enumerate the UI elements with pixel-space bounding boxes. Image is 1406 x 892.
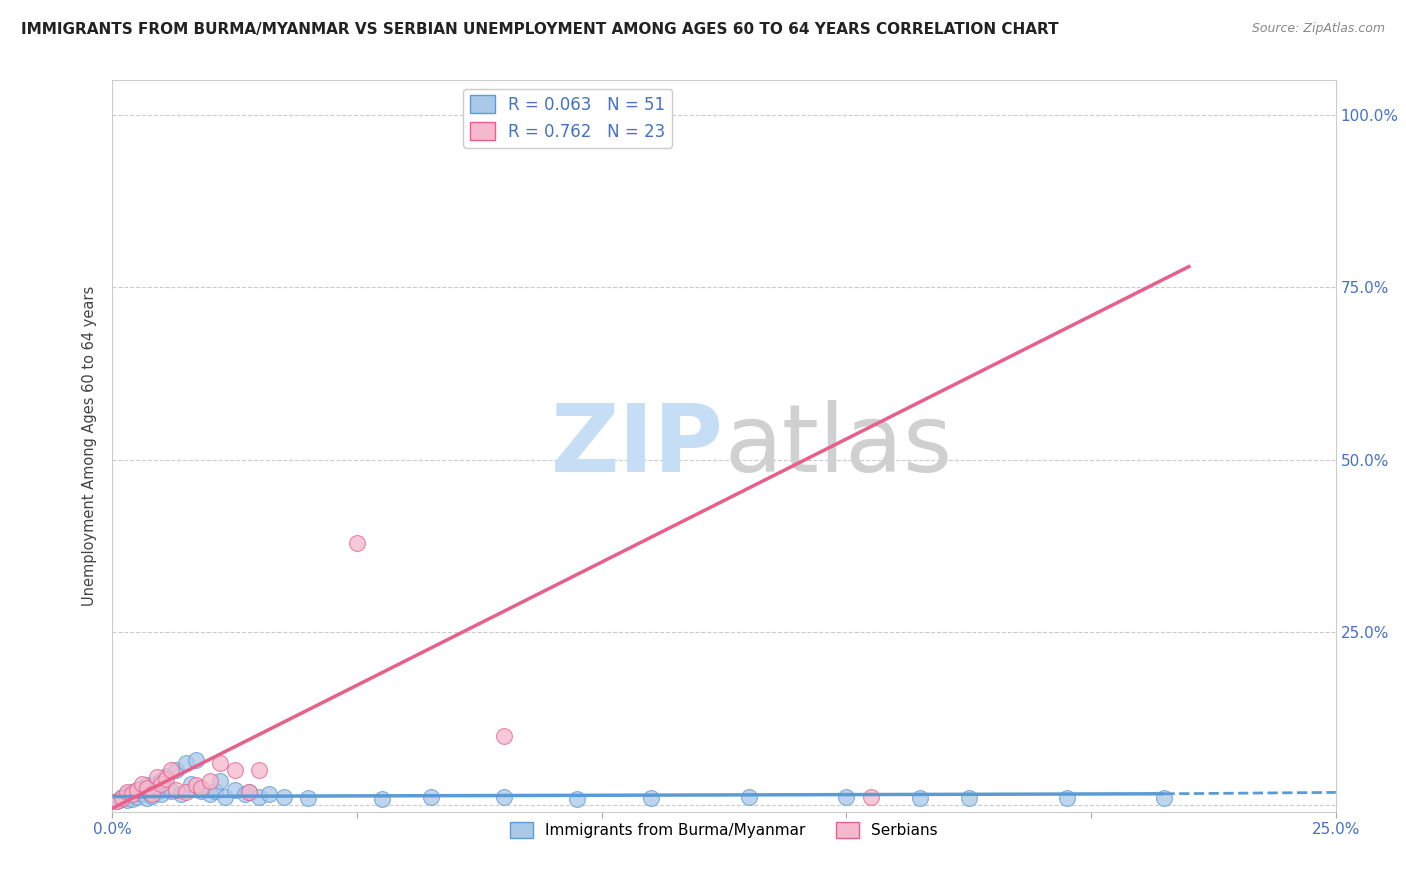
Point	[165, 764, 187, 778]
Point	[200, 773, 222, 788]
Point	[224, 764, 246, 778]
Point	[184, 779, 207, 793]
Point	[115, 785, 138, 799]
Point	[145, 780, 167, 794]
Point	[105, 794, 128, 808]
Point	[835, 789, 858, 804]
Point	[247, 764, 270, 778]
Point	[121, 785, 143, 799]
Y-axis label: Unemployment Among Ages 60 to 64 years: Unemployment Among Ages 60 to 64 years	[82, 285, 97, 607]
Point	[174, 785, 197, 799]
Point	[859, 789, 882, 804]
Point	[111, 789, 134, 804]
Point	[204, 784, 226, 798]
Point	[105, 794, 128, 808]
Point	[111, 791, 134, 805]
Point	[184, 753, 207, 767]
Point	[131, 777, 153, 791]
Text: ZIP: ZIP	[551, 400, 724, 492]
Point	[908, 791, 931, 805]
Point	[170, 788, 193, 802]
Point	[125, 789, 148, 804]
Point	[160, 784, 183, 798]
Point	[737, 789, 759, 804]
Point	[419, 789, 441, 804]
Point	[125, 782, 148, 797]
Point	[238, 785, 260, 799]
Point	[121, 788, 143, 802]
Point	[190, 784, 212, 798]
Legend: Immigrants from Burma/Myanmar, Serbians: Immigrants from Burma/Myanmar, Serbians	[505, 815, 943, 845]
Point	[150, 788, 173, 802]
Point	[209, 773, 232, 788]
Point	[1153, 791, 1175, 805]
Point	[1056, 791, 1078, 805]
Point	[190, 780, 212, 795]
Point	[155, 772, 177, 786]
Point	[121, 791, 143, 805]
Point	[115, 788, 138, 802]
Point	[115, 793, 138, 807]
Point	[135, 779, 157, 793]
Text: IMMIGRANTS FROM BURMA/MYANMAR VS SERBIAN UNEMPLOYMENT AMONG AGES 60 TO 64 YEARS : IMMIGRANTS FROM BURMA/MYANMAR VS SERBIAN…	[21, 22, 1059, 37]
Point	[492, 789, 515, 804]
Point	[247, 789, 270, 804]
Point	[297, 791, 319, 805]
Point	[567, 108, 589, 122]
Point	[238, 785, 260, 799]
Point	[135, 780, 157, 795]
Point	[141, 788, 163, 802]
Point	[257, 788, 280, 802]
Point	[125, 782, 148, 797]
Point	[155, 769, 177, 783]
Point	[180, 777, 202, 791]
Point	[273, 789, 295, 804]
Point	[492, 729, 515, 743]
Point	[150, 773, 173, 788]
Point	[131, 780, 153, 795]
Point	[214, 789, 236, 804]
Point	[135, 784, 157, 798]
Point	[346, 535, 368, 549]
Point	[174, 756, 197, 771]
Point	[957, 791, 980, 805]
Point	[145, 770, 167, 784]
Text: Source: ZipAtlas.com: Source: ZipAtlas.com	[1251, 22, 1385, 36]
Point	[224, 782, 246, 797]
Point	[200, 788, 222, 802]
Point	[160, 764, 183, 778]
Point	[165, 782, 187, 797]
Point	[233, 788, 256, 802]
Point	[145, 785, 167, 799]
Point	[209, 756, 232, 771]
Point	[111, 792, 134, 806]
Point	[145, 776, 167, 790]
Point	[131, 787, 153, 801]
Point	[150, 777, 173, 791]
Point	[370, 792, 392, 806]
Point	[141, 789, 163, 803]
Point	[135, 791, 157, 805]
Point	[567, 792, 589, 806]
Text: atlas: atlas	[724, 400, 952, 492]
Point	[141, 782, 163, 797]
Point	[640, 791, 662, 805]
